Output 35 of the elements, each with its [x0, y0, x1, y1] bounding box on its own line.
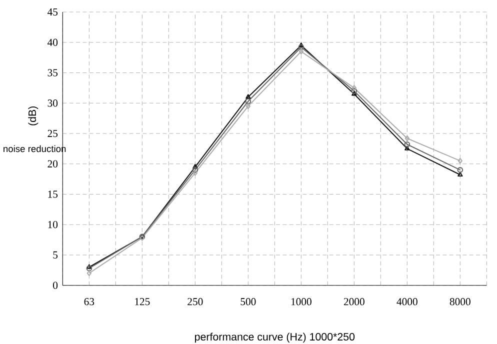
point — [298, 44, 304, 50]
point — [192, 170, 198, 176]
y-tick-label: 5 — [53, 251, 58, 259]
y-axis-title: (dB) — [28, 106, 38, 126]
y-tick-label: 45 — [48, 8, 58, 16]
point — [298, 42, 304, 48]
y-tick-label: 10 — [48, 221, 58, 228]
y-tick-label: 0 — [53, 282, 58, 289]
point — [192, 166, 198, 173]
y-tick-label: 30 — [48, 100, 58, 107]
point — [404, 141, 410, 148]
x-tick-label: 1000 — [291, 298, 312, 306]
y-tick-label: 15 — [48, 190, 58, 198]
x-axis-title: performance curve (Hz) 1000*250 — [195, 332, 355, 343]
x-tick-label: 250 — [188, 298, 203, 306]
x-tick-label: 4000 — [396, 298, 418, 306]
point — [246, 103, 250, 110]
point — [245, 98, 252, 104]
point — [352, 84, 356, 91]
point — [246, 94, 251, 99]
x-tick-label: 2000 — [344, 298, 364, 306]
point — [352, 91, 357, 96]
point — [192, 164, 198, 169]
point — [404, 135, 410, 142]
point — [404, 146, 410, 150]
y-tick-label: 35 — [48, 69, 58, 76]
y-tick-label: 20 — [48, 160, 58, 168]
x-tick-label: 500 — [240, 298, 256, 306]
x-tick-label: 125 — [135, 298, 150, 306]
x-tick-label: 63 — [84, 298, 94, 306]
x-tick-label: 8000 — [450, 298, 470, 306]
point — [351, 88, 358, 94]
y-tick-label: 40 — [48, 38, 58, 46]
y-tick-label: 25 — [48, 130, 58, 138]
point — [298, 48, 304, 54]
